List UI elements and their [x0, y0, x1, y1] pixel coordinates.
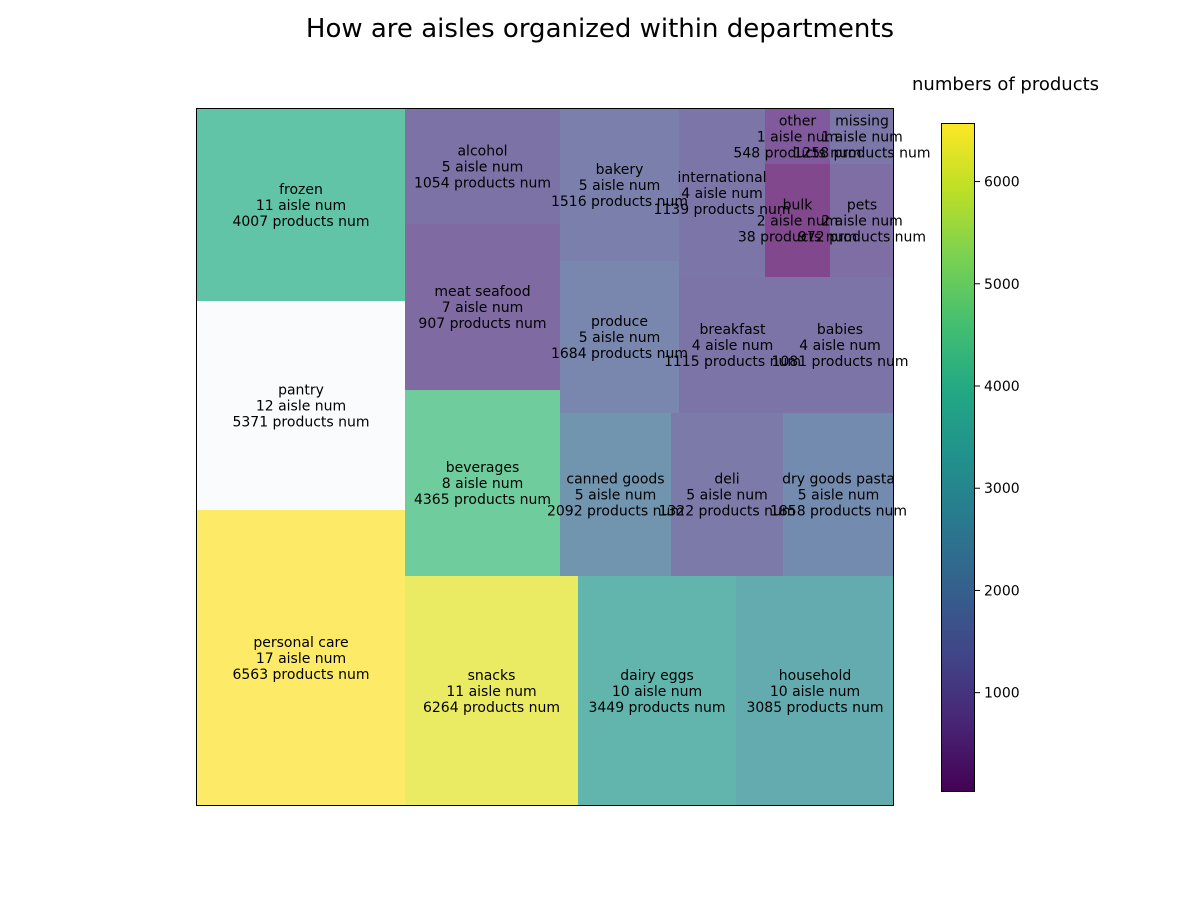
tile-label-household: household 10 aisle num 3085 products num: [746, 668, 883, 716]
tile-dairy-eggs: [578, 576, 736, 806]
tile-label-frozen: frozen 11 aisle num 4007 products num: [232, 182, 369, 230]
tile-frozen: [197, 109, 405, 301]
tile-pets: [830, 164, 894, 277]
chart-title: How are aisles organized within departme…: [305, 14, 895, 44]
tile-label-dairy-eggs: dairy eggs 10 aisle num 3449 products num: [588, 668, 725, 716]
tile-label-bakery: bakery 5 aisle num 1516 products num: [551, 162, 688, 210]
tile-label-produce: produce 5 aisle num 1684 products num: [551, 314, 688, 362]
tile-label-canned-goods: canned goods 5 aisle num 2092 products num: [547, 472, 684, 520]
colorbar-tick-label: 5000: [984, 277, 1020, 293]
tile-bakery: [560, 109, 679, 261]
colorbar-tick-label: 2000: [984, 583, 1020, 599]
tile-label-other: other 1 aisle num 548 products num: [733, 114, 861, 162]
tile-bulk: [765, 164, 830, 277]
tile-breakfast: [679, 277, 786, 413]
colorbar-title: numbers of products: [912, 74, 1100, 95]
tile-dry-goods-pasta: [783, 413, 894, 576]
tile-label-pantry: pantry 12 aisle num 5371 products num: [232, 383, 369, 431]
tile-label-breakfast: breakfast 4 aisle num 1115 products num: [664, 322, 801, 370]
tile-babies: [786, 277, 894, 413]
colorbar: [941, 123, 975, 792]
tile-canned-goods: [560, 413, 671, 576]
tile-deli: [671, 413, 783, 576]
tile-label-bulk: bulk 2 aisle num 38 products num: [738, 198, 857, 246]
colorbar-tick-label: 6000: [984, 175, 1020, 191]
colorbar-tick-label: 4000: [984, 379, 1020, 395]
tile-label-personal-care: personal care 17 aisle num 6563 products n…: [232, 635, 369, 683]
tile-other: [765, 109, 830, 164]
tile-produce: [560, 261, 679, 413]
tile-label-deli: deli 5 aisle num 1322 products num: [658, 472, 795, 520]
tile-label-snacks: snacks 11 aisle num 6264 products num: [423, 668, 560, 716]
tile-pantry: [197, 301, 405, 510]
tile-label-meat-seafood: meat seafood 7 aisle num 907 products num: [418, 284, 546, 332]
tile-alcohol: [405, 109, 560, 224]
tile-label-pets: pets 2 aisle num 972 products num: [798, 198, 926, 246]
tile-beverages: [405, 390, 560, 576]
colorbar-tick-label: 3000: [984, 481, 1020, 497]
colorbar-tick-label: 1000: [984, 686, 1020, 702]
tile-label-alcohol: alcohol 5 aisle num 1054 products num: [414, 144, 551, 192]
tile-label-babies: babies 4 aisle num 1081 products num: [771, 322, 908, 370]
tile-label-beverages: beverages 8 aisle num 4365 products num: [414, 460, 551, 508]
tile-missing: [830, 109, 894, 164]
tile-household: [736, 576, 894, 806]
plot-frame: [196, 108, 894, 806]
tile-international: [679, 109, 765, 277]
tile-label-dry-goods-pasta: dry goods pasta 5 aisle num 1858 products …: [770, 472, 907, 520]
tile-personal-care: [197, 510, 405, 806]
tile-meat-seafood: [405, 224, 560, 390]
tile-label-missing: missing 1 aisle num 1258 products num: [793, 114, 930, 162]
tile-snacks: [405, 576, 578, 806]
tile-label-international: international 4 aisle num 1139 products nu…: [653, 170, 790, 218]
